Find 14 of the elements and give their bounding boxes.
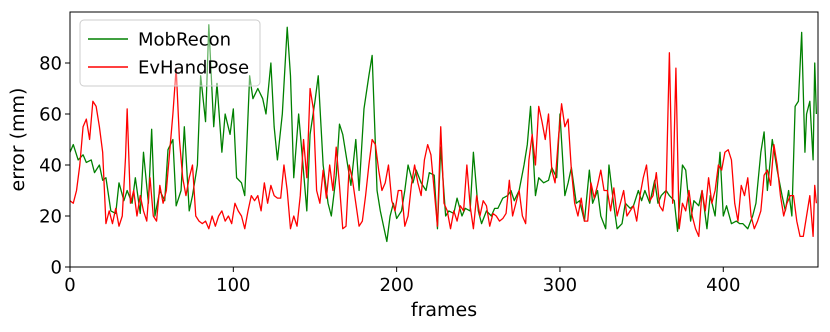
y-tick-label: 80: [39, 53, 62, 74]
x-tick-label: 0: [64, 275, 76, 296]
x-axis-title: frames: [410, 299, 478, 321]
line-series: [70, 24, 818, 242]
y-tick-label: 0: [50, 257, 62, 278]
y-tick-label: 60: [39, 104, 62, 126]
y-tick-label: 20: [39, 206, 62, 228]
y-axis-title: error (mm): [7, 88, 29, 192]
x-tick-label: 200: [379, 275, 414, 296]
x-tick-label: 400: [706, 275, 740, 296]
x-tick-label: 100: [216, 275, 250, 296]
x-tick-label: 300: [542, 275, 578, 296]
y-tick-label: 40: [39, 155, 62, 176]
line-series: [70, 52, 818, 238]
